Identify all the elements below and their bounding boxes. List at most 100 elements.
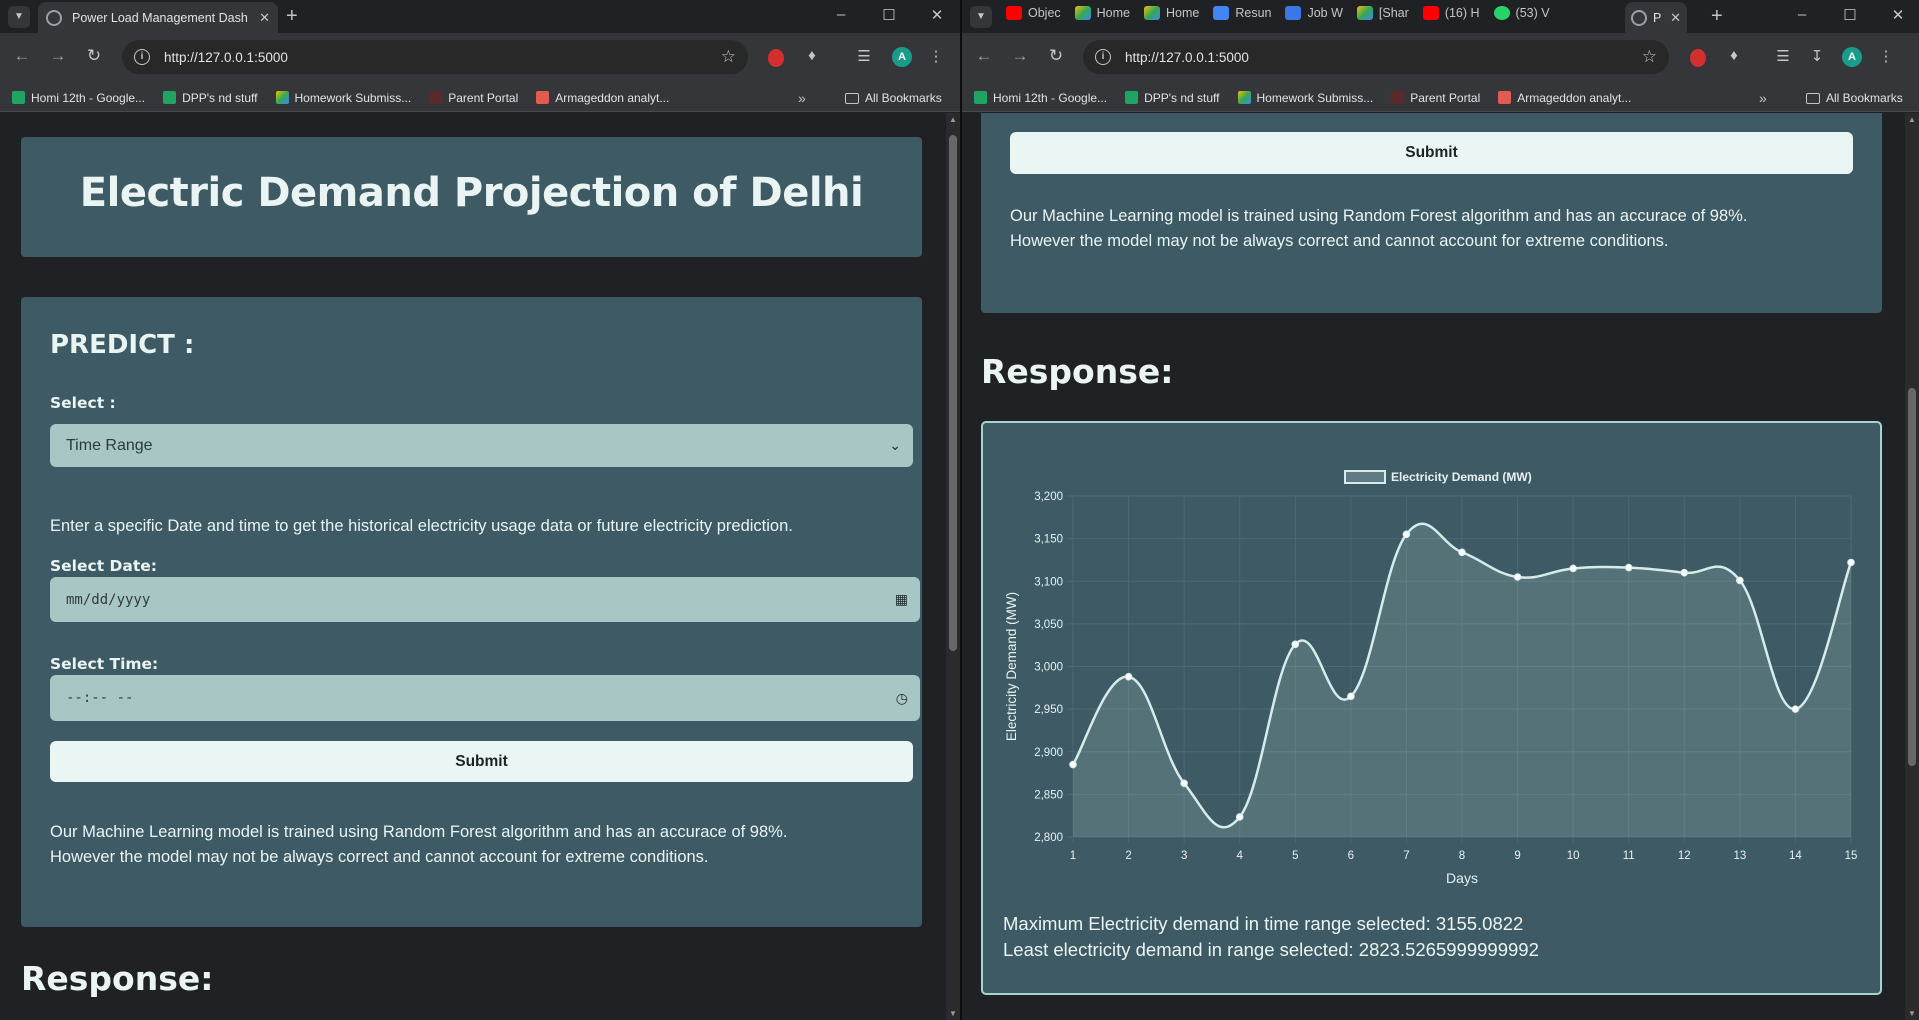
more-bookmarks-icon[interactable]: » (798, 90, 806, 106)
tab-item[interactable]: (16) H (1422, 6, 1480, 20)
title-card: Electric Demand Projection of Delhi (21, 137, 922, 257)
page-viewport: Submit Our Machine Learning model is tra… (962, 113, 1919, 1020)
tab-power-load-active[interactable]: P ✕ (1625, 2, 1687, 33)
y-tick-label: 2,900 (1034, 747, 1063, 759)
close-window-icon[interactable]: ✕ (930, 7, 944, 24)
close-tab-icon[interactable]: ✕ (1670, 9, 1681, 25)
maximize-icon[interactable]: ☐ (1843, 7, 1857, 24)
data-point (1347, 692, 1355, 701)
page-scrollbar[interactable]: ▲ ▼ (946, 113, 960, 1020)
docs-icon (1213, 6, 1230, 20)
bookmark-star-icon[interactable]: ☆ (720, 47, 736, 66)
x-tick-label: 8 (1459, 850, 1465, 862)
forward-icon[interactable]: → (49, 46, 67, 65)
bookmark-item[interactable]: Homework Submiss... (1237, 91, 1373, 105)
page-scrollbar[interactable]: ▲ ▼ (1905, 113, 1919, 1020)
maximize-icon[interactable]: ☐ (882, 7, 896, 24)
back-icon[interactable]: ← (13, 46, 31, 65)
url-text: http://127.0.0.1:5000 (164, 49, 288, 65)
url-text: http://127.0.0.1:5000 (1125, 49, 1249, 65)
tab-item[interactable]: Home (1144, 6, 1199, 20)
scroll-up-icon[interactable]: ▲ (1908, 115, 1916, 124)
address-bar[interactable]: i http://127.0.0.1:5000 ☆ (1083, 40, 1669, 74)
submit-button[interactable]: Submit (1010, 132, 1853, 174)
scroll-down-icon[interactable]: ▼ (1908, 1009, 1916, 1018)
profile-avatar[interactable]: A (892, 47, 912, 67)
response-heading: Response: (21, 959, 214, 998)
media-control-icon[interactable]: ☰ (1776, 48, 1790, 65)
date-input[interactable]: mm/dd/yyyy ▦ (50, 577, 920, 622)
tab-item[interactable]: Objec (1006, 6, 1061, 20)
extensions-icon[interactable]: ♦ (808, 47, 816, 64)
scroll-down-icon[interactable]: ▼ (949, 1009, 957, 1018)
instruction-text: Enter a specific Date and time to get th… (50, 517, 793, 535)
tab-item[interactable]: Resun (1213, 6, 1271, 20)
address-bar[interactable]: i http://127.0.0.1:5000 ☆ (122, 40, 748, 74)
menu-icon[interactable]: ⋮ (928, 48, 944, 65)
bookmark-item[interactable]: Armageddon analyt... (1498, 91, 1631, 105)
menu-icon[interactable]: ⋮ (1878, 48, 1894, 65)
close-window-icon[interactable]: ✕ (1891, 7, 1905, 24)
drive-icon (275, 91, 289, 104)
site-info-icon[interactable]: i (1095, 49, 1111, 65)
data-point (1847, 558, 1855, 567)
tab-search-button[interactable]: ▼ (970, 6, 992, 28)
forward-icon[interactable]: → (1011, 46, 1029, 65)
whatsapp-icon (1493, 6, 1510, 20)
drive-icon (1144, 6, 1160, 20)
reload-icon[interactable]: ↻ (86, 46, 102, 65)
new-tab-button[interactable]: + (1711, 5, 1723, 27)
tab-item[interactable]: Home (1074, 6, 1130, 20)
bookmark-item[interactable]: Parent Portal (1391, 91, 1480, 105)
bookmarks-bar: Homi 12th - Google... DPP's nd stuff Hom… (962, 84, 1919, 112)
tab-item[interactable]: (53) V (1493, 6, 1550, 20)
tab-strip: ▼ Objec Home Home Resun Job W [Shar (16)… (962, 0, 1919, 33)
profile-avatar[interactable]: A (1842, 47, 1862, 67)
tab-item[interactable]: [Shar (1356, 6, 1409, 20)
bookmark-item[interactable]: Armageddon analyt... (536, 91, 669, 105)
extensions-icon[interactable]: ♦ (1730, 47, 1738, 64)
submit-button[interactable]: Submit (50, 741, 913, 782)
calendar-icon[interactable]: ▦ (894, 591, 908, 607)
media-control-icon[interactable]: ☰ (857, 48, 871, 65)
bookmark-item[interactable]: Homework Submiss... (275, 91, 411, 105)
tab-item[interactable]: Job W (1285, 6, 1343, 20)
window-divider (960, 0, 962, 1020)
tab-power-load[interactable]: Power Load Management Dash ✕ (38, 2, 278, 33)
scroll-up-icon[interactable]: ▲ (949, 115, 957, 124)
series-area (1073, 523, 1851, 837)
tab-search-button[interactable]: ▼ (8, 6, 30, 28)
site-info-icon[interactable]: i (134, 49, 150, 65)
reload-icon[interactable]: ↻ (1048, 46, 1064, 65)
bookmark-item[interactable]: DPP's nd stuff (163, 91, 258, 105)
scrollbar-thumb[interactable] (949, 135, 957, 651)
scrollbar-thumb[interactable] (1908, 388, 1916, 766)
download-icon[interactable]: ↧ (1810, 48, 1824, 65)
minimize-icon[interactable]: – (1797, 6, 1807, 23)
bookmark-item[interactable]: Homi 12th - Google... (974, 91, 1107, 105)
predict-card: PREDICT : Select : Time Range ⌄ Enter a … (21, 297, 922, 927)
drive-icon (1237, 91, 1251, 104)
bookmark-item[interactable]: Parent Portal (429, 91, 518, 105)
bookmark-item[interactable]: Homi 12th - Google... (12, 91, 145, 105)
more-bookmarks-icon[interactable]: » (1759, 90, 1767, 106)
all-bookmarks-button[interactable]: All Bookmarks (1806, 84, 1903, 112)
back-icon[interactable]: ← (975, 46, 993, 65)
new-tab-button[interactable]: + (286, 5, 298, 27)
predict-card: Submit Our Machine Learning model is tra… (981, 113, 1882, 313)
bookmark-item[interactable]: DPP's nd stuff (1125, 91, 1220, 105)
clock-icon[interactable]: ◷ (895, 689, 908, 706)
x-tick-label: 12 (1678, 850, 1691, 862)
time-input[interactable]: --:-- -- ◷ (50, 675, 920, 721)
close-tab-icon[interactable]: ✕ (259, 9, 270, 25)
data-point (1513, 573, 1522, 581)
data-point (1624, 563, 1633, 572)
drive-icon (1356, 6, 1373, 20)
min-demand-text: Least electricity demand in range select… (1003, 939, 1539, 960)
all-bookmarks-button[interactable]: All Bookmarks (845, 84, 942, 112)
extension-red-icon[interactable] (1690, 49, 1706, 67)
minimize-icon[interactable]: – (836, 6, 846, 23)
range-select[interactable]: Time Range ⌄ (50, 424, 913, 467)
bookmark-star-icon[interactable]: ☆ (1641, 47, 1657, 66)
extension-red-icon[interactable] (768, 49, 784, 67)
